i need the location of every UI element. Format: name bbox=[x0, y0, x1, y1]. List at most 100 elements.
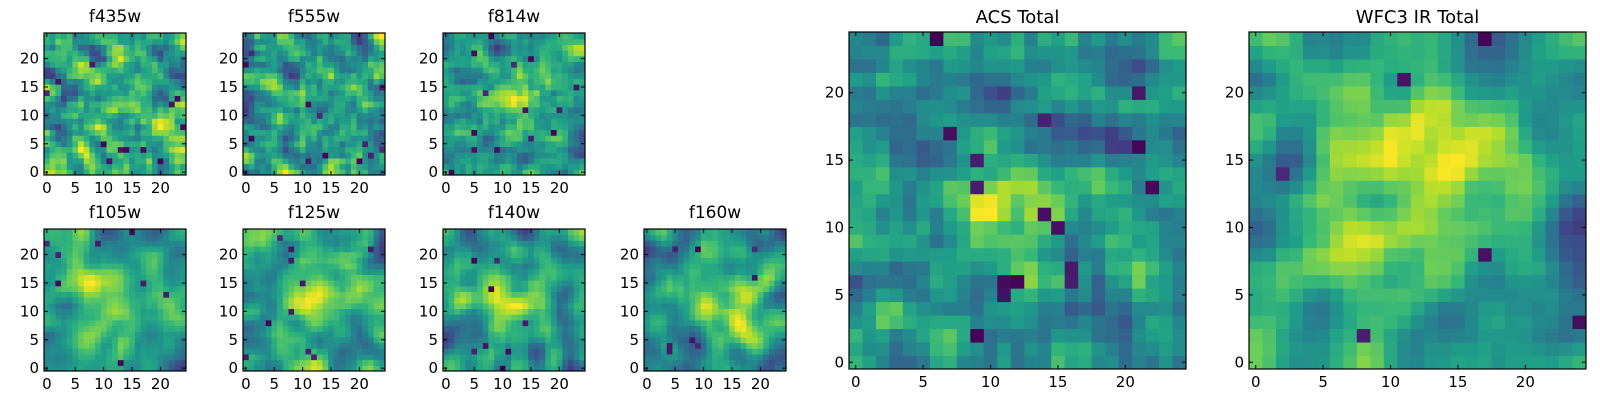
heatmap-cell bbox=[89, 234, 96, 241]
heatmap-cell bbox=[294, 123, 301, 131]
heatmap-cell bbox=[277, 336, 284, 344]
heatmap-cell bbox=[471, 146, 478, 153]
heatmap-cell bbox=[345, 135, 352, 142]
heatmap-cell bbox=[1037, 180, 1052, 195]
heatmap-cell bbox=[780, 314, 787, 321]
heatmap-cell bbox=[1132, 180, 1147, 195]
y-tick-label: 10 bbox=[219, 302, 238, 320]
heatmap-cell bbox=[305, 246, 312, 253]
heatmap-cell bbox=[271, 55, 278, 62]
heatmap-cell bbox=[471, 308, 478, 315]
heatmap-cell bbox=[763, 353, 770, 361]
heatmap-cell bbox=[465, 274, 472, 281]
heatmap-cell bbox=[373, 274, 380, 281]
heatmap-cell bbox=[443, 152, 450, 159]
heatmap-cell bbox=[454, 319, 461, 327]
heatmap-cell bbox=[89, 268, 96, 275]
heatmap-cell bbox=[345, 44, 352, 51]
heatmap-cell bbox=[477, 118, 484, 125]
heatmap-cell bbox=[78, 169, 85, 176]
heatmap-cell bbox=[168, 89, 176, 96]
heatmap-cell bbox=[649, 319, 656, 327]
heatmap-cell bbox=[567, 314, 575, 321]
heatmap-cell bbox=[322, 302, 329, 310]
y-tick-label: 0 bbox=[228, 359, 238, 377]
heatmap-cell bbox=[277, 314, 284, 321]
heatmap-cell bbox=[678, 229, 685, 236]
heatmap-cell bbox=[768, 325, 776, 332]
heatmap-cell bbox=[533, 280, 541, 287]
heatmap-cell bbox=[454, 129, 461, 136]
heatmap-cell bbox=[516, 163, 524, 170]
heatmap-cell bbox=[573, 359, 580, 366]
heatmap-cell bbox=[55, 72, 62, 79]
heatmap-cell bbox=[271, 38, 278, 45]
heatmap-cell bbox=[362, 359, 369, 366]
heatmap-cell bbox=[316, 297, 324, 304]
heatmap-cell bbox=[117, 319, 125, 327]
heatmap-cell bbox=[288, 169, 295, 176]
heatmap-cell bbox=[644, 268, 651, 275]
heatmap-cell bbox=[180, 263, 187, 270]
heatmap-cell bbox=[356, 55, 363, 62]
heatmap-cell bbox=[573, 234, 580, 241]
heatmap-cell bbox=[134, 274, 142, 281]
heatmap-cell bbox=[100, 55, 107, 62]
heatmap-cell bbox=[1105, 180, 1120, 195]
heatmap-cell bbox=[511, 257, 518, 264]
heatmap-cell bbox=[163, 331, 170, 338]
heatmap-cell bbox=[294, 229, 301, 236]
heatmap-cell bbox=[163, 229, 170, 236]
heatmap-cell bbox=[277, 129, 284, 136]
heatmap-cell bbox=[345, 246, 352, 253]
heatmap-cell bbox=[706, 285, 713, 292]
heatmap-cell bbox=[100, 129, 107, 136]
heatmap-cell bbox=[522, 297, 529, 304]
heatmap-cell bbox=[666, 229, 673, 236]
heatmap-cell bbox=[78, 140, 85, 148]
heatmap-cell bbox=[465, 135, 472, 142]
heatmap-cell bbox=[505, 95, 512, 102]
heatmap-cell bbox=[180, 325, 187, 332]
heatmap-cell bbox=[333, 106, 341, 114]
heatmap-cell bbox=[299, 44, 306, 51]
heatmap-cell bbox=[78, 285, 85, 292]
heatmap-cell bbox=[746, 263, 753, 270]
heatmap-cell bbox=[316, 365, 324, 372]
heatmap-cell bbox=[362, 246, 369, 253]
heatmap-cell bbox=[134, 72, 142, 79]
heatmap-cell bbox=[482, 246, 489, 253]
heatmap-cell bbox=[678, 359, 685, 366]
heatmap-cell bbox=[271, 263, 278, 270]
heatmap-cell bbox=[151, 263, 159, 270]
heatmap-cell bbox=[460, 78, 467, 85]
heatmap-cell bbox=[112, 106, 119, 114]
heatmap-cell bbox=[655, 325, 662, 332]
heatmap-cell bbox=[265, 291, 272, 298]
heatmap-cell bbox=[44, 314, 51, 321]
heatmap-cell bbox=[288, 348, 295, 355]
heatmap-cell bbox=[333, 152, 341, 159]
heatmap-cell bbox=[288, 38, 295, 45]
heatmap-cell bbox=[89, 50, 96, 57]
heatmap-cell bbox=[271, 84, 278, 91]
heatmap-cell bbox=[573, 291, 580, 298]
heatmap-cell bbox=[367, 331, 375, 338]
heatmap-cell bbox=[248, 67, 255, 74]
heatmap-cell bbox=[661, 353, 668, 361]
heatmap-cell bbox=[333, 291, 341, 298]
heatmap-cell bbox=[539, 44, 546, 51]
heatmap-cell bbox=[311, 89, 318, 96]
heatmap-cell bbox=[322, 257, 329, 264]
heatmap-cell bbox=[83, 89, 90, 96]
heatmap-cell bbox=[112, 308, 119, 315]
heatmap-cell bbox=[350, 257, 358, 264]
heatmap-cell bbox=[678, 308, 685, 315]
heatmap-cell bbox=[482, 285, 489, 292]
heatmap-cell bbox=[768, 274, 776, 281]
heatmap-cell bbox=[533, 319, 541, 327]
heatmap-cell bbox=[180, 297, 187, 304]
heatmap-cell bbox=[556, 78, 563, 85]
heatmap-cell bbox=[350, 336, 358, 344]
heatmap-cell bbox=[78, 274, 85, 281]
